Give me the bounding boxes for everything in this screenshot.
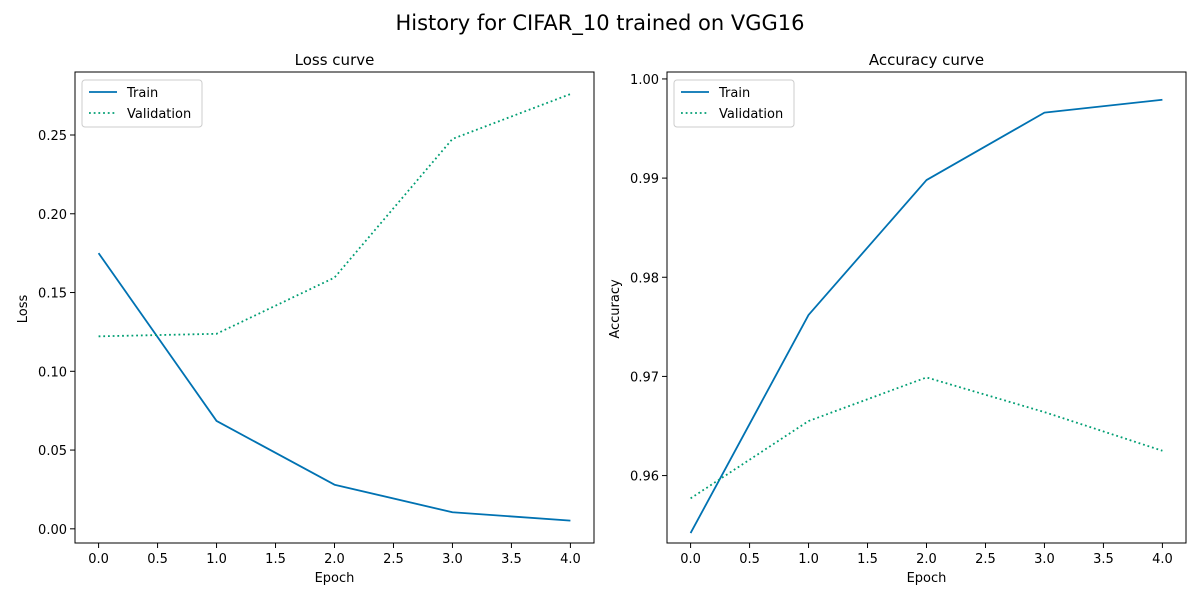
loss-x-tick-label: 3.5 bbox=[501, 552, 522, 567]
accuracy-chart-title: Accuracy curve bbox=[869, 51, 984, 69]
loss-y-tick-label: 0.25 bbox=[38, 129, 67, 144]
accuracy-ticks: 0.0 0.5 1.0 1.5 2.0 2.5 3.0 3.5 4.0 0.96 0.97 0.98 0… bbox=[630, 73, 1173, 567]
loss-x-tick-label: 1.5 bbox=[265, 552, 286, 567]
loss-legend: Train Validation bbox=[81, 79, 203, 128]
accuracy-legend: Train Validation bbox=[673, 79, 795, 128]
accuracy-x-tick-label: 0.5 bbox=[739, 552, 760, 567]
loss-y-axis-label: Loss bbox=[16, 295, 31, 324]
loss-x-tick-label: 0.0 bbox=[88, 552, 109, 567]
accuracy-x-axis-label: Epoch bbox=[907, 571, 947, 586]
loss-x-tick-label: 3.0 bbox=[442, 552, 463, 567]
accuracy-y-tick-label: 0.99 bbox=[630, 172, 659, 187]
loss-x-tick-label: 0.5 bbox=[147, 552, 168, 567]
loss-x-tick-label: 2.5 bbox=[383, 552, 404, 567]
loss-y-tick-label: 0.10 bbox=[38, 365, 67, 380]
accuracy-y-tick-label: 0.98 bbox=[630, 271, 659, 286]
accuracy-x-tick-label: 2.0 bbox=[916, 552, 937, 567]
loss-x-tick-label: 1.0 bbox=[206, 552, 227, 567]
loss-legend-validation-label: Validation bbox=[127, 107, 191, 122]
accuracy-x-tick-label: 1.0 bbox=[798, 552, 819, 567]
loss-x-tick-label: 4.0 bbox=[560, 552, 581, 567]
loss-y-tick-label: 0.05 bbox=[38, 444, 67, 459]
accuracy-x-tick-label: 4.0 bbox=[1152, 552, 1173, 567]
loss-series bbox=[97, 93, 571, 522]
loss-y-tick-label: 0.15 bbox=[38, 287, 67, 302]
accuracy-legend-validation-label: Validation bbox=[719, 107, 783, 122]
loss-ticks: 0.0 0.5 1.0 1.5 2.0 2.5 3.0 3.5 4.0 0.00 0.05 0.10 0… bbox=[38, 129, 581, 567]
accuracy-x-tick-label: 0.0 bbox=[680, 552, 701, 567]
accuracy-y-axis-label: Accuracy bbox=[608, 279, 623, 339]
accuracy-x-tick-label: 3.5 bbox=[1093, 552, 1114, 567]
accuracy-series-validation-line bbox=[690, 376, 1163, 500]
figure-title: History for CIFAR_10 trained on VGG16 bbox=[395, 11, 804, 36]
loss-chart: Loss curve Epoch Loss 0.0 0.5 1.0 1.5 2.0 2.5… bbox=[16, 51, 595, 586]
accuracy-y-tick-label: 0.97 bbox=[630, 370, 659, 385]
accuracy-x-tick-label: 2.5 bbox=[975, 552, 996, 567]
accuracy-series-train-line bbox=[689, 98, 1163, 534]
loss-x-axis-label: Epoch bbox=[315, 571, 355, 586]
loss-x-tick-label: 2.0 bbox=[324, 552, 345, 567]
accuracy-legend-train-label: Train bbox=[718, 86, 750, 101]
accuracy-chart: Accuracy curve Epoch Accuracy 0.0 0.5 1.0 1… bbox=[608, 51, 1187, 586]
accuracy-y-tick-label: 1.00 bbox=[630, 73, 659, 88]
loss-legend-train-label: Train bbox=[126, 86, 158, 101]
loss-series-train-line bbox=[97, 252, 571, 522]
accuracy-series bbox=[689, 98, 1163, 534]
accuracy-y-tick-label: 0.96 bbox=[630, 470, 659, 485]
accuracy-x-tick-label: 1.5 bbox=[857, 552, 878, 567]
loss-y-tick-label: 0.00 bbox=[38, 523, 67, 538]
loss-y-tick-label: 0.20 bbox=[38, 208, 67, 223]
accuracy-plot-frame bbox=[666, 71, 1187, 544]
loss-chart-title: Loss curve bbox=[295, 51, 375, 69]
loss-plot-frame bbox=[74, 71, 595, 544]
accuracy-x-tick-label: 3.0 bbox=[1034, 552, 1055, 567]
